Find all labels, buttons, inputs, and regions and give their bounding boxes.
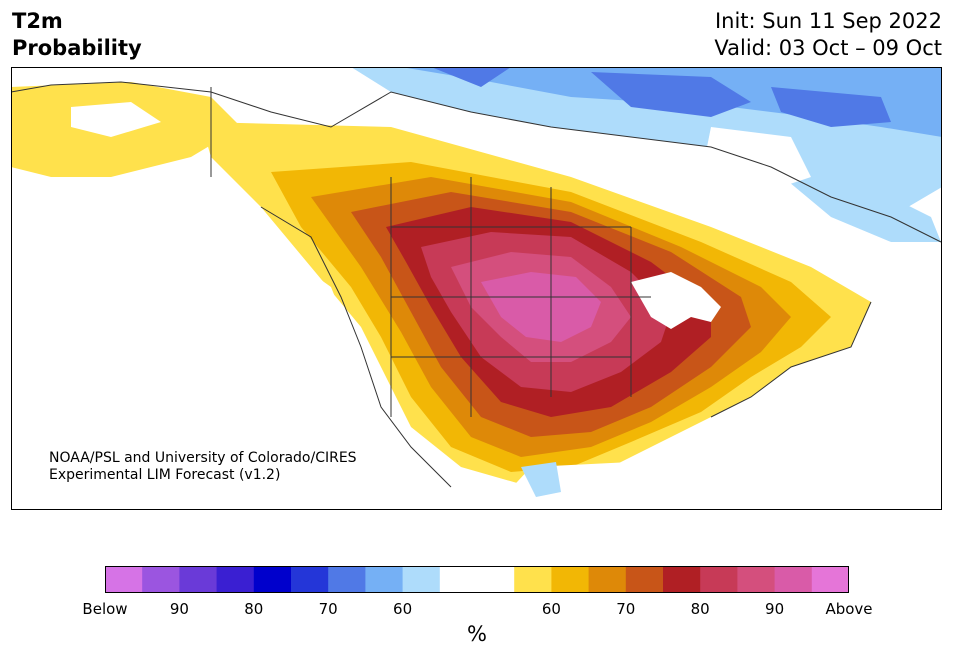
coastline-outline xyxy=(11,81,942,488)
cold-region-deep xyxy=(431,67,891,127)
colorbar-tick-label: Below xyxy=(82,600,128,618)
colorbar-swatch xyxy=(291,566,329,593)
colorbar-unit: % xyxy=(467,622,487,646)
init-date: Init: Sun 11 Sep 2022 xyxy=(714,9,942,33)
colorbar-swatch xyxy=(365,566,404,593)
colorbar-swatch xyxy=(551,566,590,593)
colorbar-swatch xyxy=(774,566,813,593)
title-line-2: Probability xyxy=(12,36,142,60)
colorbar-swatch xyxy=(439,566,478,593)
credit-text: NOAA/PSL and University of Colorado/CIRE… xyxy=(49,450,357,484)
colorbar-swatch xyxy=(477,566,515,593)
state-borders xyxy=(210,87,651,417)
probability-map xyxy=(11,67,942,510)
colorbar-tick-label: 90 xyxy=(765,600,785,618)
colorbar-swatch xyxy=(700,566,738,593)
colorbar-tick-label: 60 xyxy=(393,600,413,618)
colorbar-swatch xyxy=(402,566,441,593)
colorbar-swatch xyxy=(588,566,627,593)
colorbar-tick-label: 70 xyxy=(318,600,338,618)
colorbar xyxy=(105,566,849,593)
warm-level-8 xyxy=(481,272,601,342)
credit-line-2: Experimental LIM Forecast (v1.2) xyxy=(49,467,281,483)
colorbar-swatch xyxy=(253,566,292,593)
colorbar-tick-label: 80 xyxy=(690,600,710,618)
colorbar-swatch xyxy=(514,566,552,593)
colorbar-tick-label: 70 xyxy=(616,600,636,618)
colorbar-swatch xyxy=(105,566,143,593)
great-lakes xyxy=(631,272,721,329)
colorbar-tick-label: 60 xyxy=(541,600,561,618)
valid-dates: Valid: 03 Oct – 09 Oct xyxy=(714,36,942,60)
colorbar-swatch xyxy=(737,566,776,593)
colorbar-border xyxy=(105,566,849,593)
map-title: T2m Probability xyxy=(12,8,142,62)
colorbar-swatch xyxy=(811,566,849,593)
cold-region-east xyxy=(771,167,941,242)
date-info: Init: Sun 11 Sep 2022 Valid: 03 Oct – 09… xyxy=(714,8,942,62)
colorbar-swatch xyxy=(625,566,664,593)
credit-line-1: NOAA/PSL and University of Colorado/CIRE… xyxy=(49,450,357,466)
colorbar-tick-label: Above xyxy=(825,600,873,618)
colorbar-swatch xyxy=(216,566,255,593)
title-line-1: T2m xyxy=(12,9,63,33)
colorbar-swatch xyxy=(142,566,180,593)
colorbar-swatch xyxy=(663,566,701,593)
colorbar-swatch xyxy=(179,566,218,593)
colorbar-tick-label: 90 xyxy=(169,600,189,618)
colorbar-swatch xyxy=(328,566,366,593)
colorbar-tick-label: 80 xyxy=(244,600,264,618)
